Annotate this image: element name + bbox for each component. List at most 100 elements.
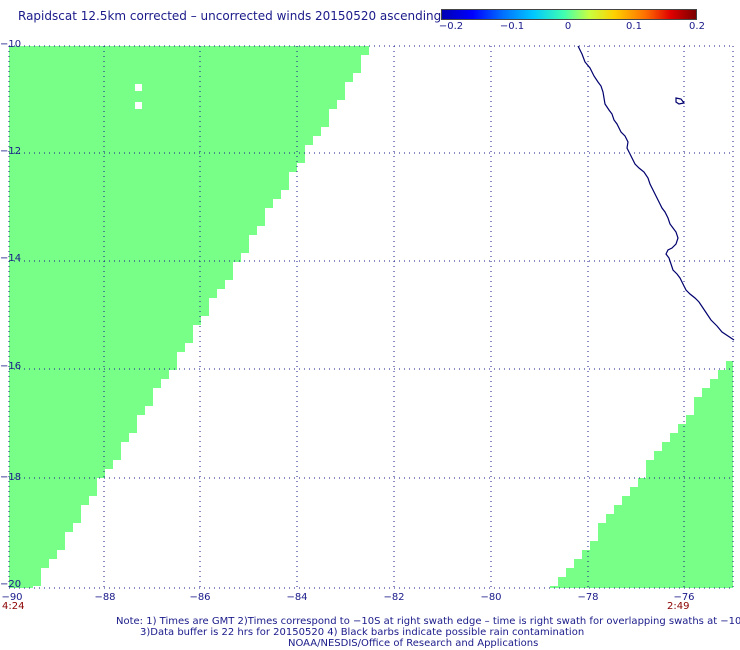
swath-cell-row (9, 118, 329, 127)
colorbar-label: −0.2 (438, 21, 464, 32)
swath-cell-row (670, 433, 733, 442)
swath-cell-row (9, 550, 57, 559)
swath-cell-row (702, 388, 733, 397)
lat-label: −12 (0, 146, 22, 157)
swath-cell-row (9, 424, 137, 433)
swath-cell-row (9, 406, 145, 415)
swath-gap (135, 84, 142, 109)
swath-cell-row (9, 496, 89, 505)
swath-cell-row (9, 352, 177, 361)
swath-cell-row (9, 73, 353, 82)
swath-cell-row (606, 514, 733, 523)
swath-cell-row (9, 136, 313, 145)
swath-cell-row (694, 406, 733, 415)
swath-cell-row (9, 91, 345, 100)
map-title: Rapidscat 12.5km corrected – uncorrected… (18, 9, 442, 23)
swath-cell-row (9, 109, 329, 118)
swath-cell-row (9, 289, 217, 298)
lon-label: −78 (577, 592, 599, 603)
lat-label: −14 (0, 253, 22, 264)
colorbar-label: 0.1 (626, 21, 642, 32)
swath-cell-row (9, 361, 177, 370)
swath-right (550, 361, 733, 588)
missing-cell (135, 102, 142, 109)
lon-label: −86 (189, 592, 211, 603)
swath-cell-row (9, 487, 97, 496)
swath-cell-row (9, 307, 209, 316)
swath-cell-row (9, 154, 305, 163)
swath-cell-row (9, 577, 41, 586)
swath-cell-row (9, 505, 81, 514)
swath-cell-row (9, 397, 153, 406)
swath-cell-row (9, 55, 361, 64)
swath-cell-row (582, 550, 733, 559)
swath-cell-row (9, 514, 81, 523)
swath-cell-row (678, 424, 733, 433)
swath-cell-row (638, 478, 733, 487)
lon-label: −76 (673, 592, 695, 603)
swath-cell-row (9, 586, 33, 588)
swath-cell-row (9, 199, 273, 208)
swath-cell-row (646, 469, 733, 478)
lat-label: −18 (0, 472, 22, 483)
swath-cell-row (9, 127, 321, 136)
swath-left (9, 46, 369, 588)
lon-label: −82 (383, 592, 405, 603)
lon-label: −90 (1, 592, 23, 603)
swath-cell-row (9, 235, 249, 244)
lat-label: −16 (0, 361, 22, 372)
swath-cell-row (9, 145, 305, 154)
swath-cell-row (9, 190, 281, 199)
footnote-line-2: 3)Data buffer is 22 hrs for 20150520 4) … (140, 627, 585, 638)
swath-cell-row (662, 442, 733, 451)
swath-cell-row (9, 451, 121, 460)
swath-cell-row (9, 316, 201, 325)
swath-cell-row (718, 370, 733, 379)
swath-cell-row (9, 253, 241, 262)
swath-cell-row (9, 271, 233, 280)
swath-cell-row (9, 325, 193, 334)
swath-cell-row (9, 460, 113, 469)
swath-cell-row (9, 172, 289, 181)
swath-cell-row (694, 397, 733, 406)
colorbar-label: 0.2 (689, 21, 705, 32)
colorbar-label: 0 (564, 21, 572, 32)
swath-cell-row (9, 82, 345, 91)
colorbar-label: −0.1 (499, 21, 525, 32)
swath-cell-row (9, 181, 289, 190)
island (675, 97, 686, 105)
swath-cell-row (9, 541, 65, 550)
swath-cell-row (9, 379, 161, 388)
swath-cell-row (9, 46, 369, 55)
missing-cell (135, 84, 142, 91)
swath-cell-row (574, 559, 733, 568)
swath-cell-row (9, 442, 121, 451)
swath-cell-row (9, 64, 361, 73)
swath-cell-row (9, 568, 41, 577)
swath-cell-row (9, 334, 193, 343)
swath-cell-row (614, 505, 733, 514)
swath-cell-row (9, 244, 249, 253)
swath-cell-row (686, 415, 733, 424)
footnote-line-1: Note: 1) Times are GMT 2)Times correspon… (116, 616, 740, 627)
swath-cell-row (9, 388, 153, 397)
lat-label: −10 (0, 39, 22, 50)
swath-cell-row (9, 523, 73, 532)
swath-cell-row (630, 487, 733, 496)
left-swath-time: 4:24 (2, 601, 25, 612)
swath-cell-row (9, 469, 105, 478)
swath-cell-row (9, 280, 225, 289)
swath-cell-row (9, 298, 209, 307)
swath-cell-row (710, 379, 733, 388)
swath-cell-row (9, 415, 137, 424)
lon-label: −84 (286, 592, 308, 603)
lon-label: −88 (94, 592, 116, 603)
swath-cell-row (9, 163, 297, 172)
grid-lines (8, 45, 734, 589)
swath-cell-row (9, 532, 65, 541)
swath-cell-row (590, 541, 733, 550)
swath-cell-row (654, 451, 733, 460)
swath-cell-row (566, 568, 733, 577)
swath-cell-row (558, 577, 733, 586)
